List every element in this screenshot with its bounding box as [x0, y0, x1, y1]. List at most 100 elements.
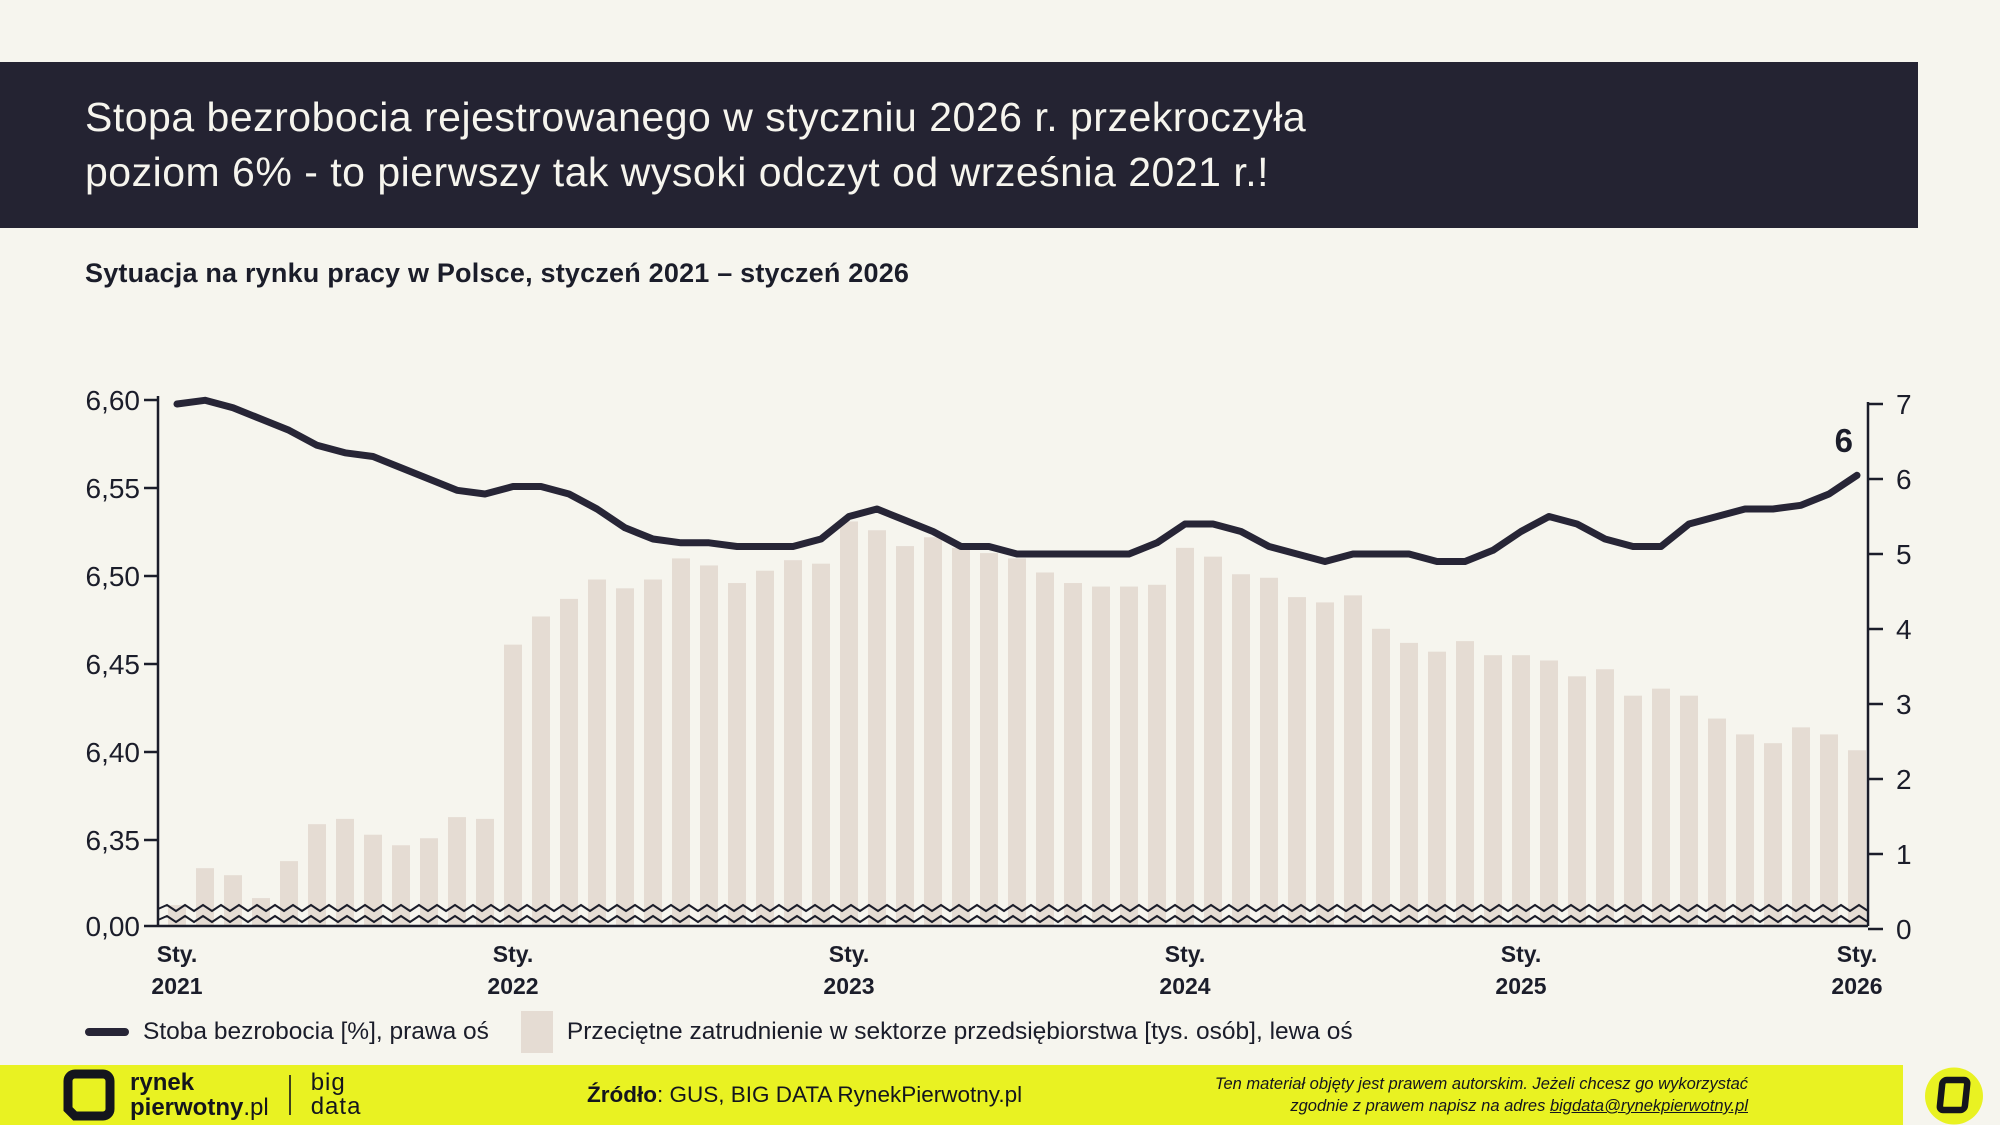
source-text: : GUS, BIG DATA RynekPierwotny.pl — [656, 1082, 1023, 1107]
employment-bar — [868, 530, 886, 926]
source-note: Źródło: GUS, BIG DATA RynekPierwotny.pl — [587, 1082, 1022, 1108]
employment-bar — [504, 644, 522, 926]
employment-bar — [1120, 586, 1138, 926]
left-axis-labels: 6,60 6,55 6,50 6,45 6,40 6,35 0,00 — [86, 385, 141, 942]
rynekpierwotny-logo-icon — [62, 1069, 115, 1122]
employment-bar — [1148, 584, 1166, 926]
employment-bar — [1204, 556, 1222, 926]
bigdata-email-link[interactable]: bigdata@rynekpierwotny.pl — [1549, 1097, 1748, 1115]
svg-text:2024: 2024 — [1159, 973, 1210, 999]
employment-bar — [1848, 750, 1866, 926]
employment-bar — [1176, 547, 1194, 926]
bar-series-swatch — [520, 1011, 553, 1053]
employment-bar — [1708, 718, 1726, 926]
employment-bar — [448, 817, 466, 926]
employment-bar — [784, 560, 802, 926]
svg-text:6,45: 6,45 — [86, 649, 141, 680]
svg-text:2026: 2026 — [1831, 973, 1882, 999]
right-axis-labels: 7 6 5 4 3 2 1 0 — [1896, 389, 1912, 945]
employment-bar — [1344, 595, 1362, 926]
employment-bar — [1764, 743, 1782, 926]
employment-bar — [1232, 574, 1250, 926]
employment-bar — [1316, 602, 1334, 926]
svg-text:3: 3 — [1896, 689, 1912, 720]
employment-bar — [1568, 676, 1586, 926]
employment-bar — [728, 583, 746, 926]
employment-bar — [1820, 734, 1838, 926]
copyright-note: Ten materiał objęty jest prawem autorski… — [1214, 1075, 1748, 1115]
employment-bar — [896, 546, 914, 926]
employment-bar — [1036, 572, 1054, 926]
employment-bar — [840, 521, 858, 926]
employment-bar — [980, 553, 998, 926]
svg-text:Sty.: Sty. — [157, 941, 197, 967]
employment-bar — [1372, 628, 1390, 926]
rynekpierwotny-round-mark — [1925, 1067, 1983, 1125]
brand-lockup: rynek pierwotny.pl big data — [62, 1068, 361, 1122]
employment-bar — [1736, 734, 1754, 926]
employment-bar — [588, 579, 606, 926]
employment-bar — [1400, 642, 1418, 926]
employment-bar — [1260, 577, 1278, 926]
svg-text:6,35: 6,35 — [86, 825, 141, 856]
legend: Stoba bezrobocia [%], prawa oś Przeciętn… — [85, 1008, 1353, 1056]
line-series-swatch — [85, 1028, 129, 1036]
headline-line-2: poziom 6% - to pierwszy tak wysoki odczy… — [85, 149, 1270, 195]
employment-bar — [1008, 558, 1026, 926]
employment-bar — [308, 824, 326, 926]
svg-text:1: 1 — [1896, 839, 1912, 870]
axes — [144, 396, 1883, 931]
employment-bar — [1456, 641, 1474, 926]
unemployment-line — [173, 396, 1861, 565]
employment-bar — [1540, 660, 1558, 926]
brand-suffix-pl: .pl — [243, 1094, 269, 1121]
employment-bar — [1064, 583, 1082, 926]
svg-text:2023: 2023 — [823, 973, 874, 999]
bar-series-label: Przeciętne zatrudnienie w sektorze przed… — [566, 1018, 1353, 1045]
brand-name: rynek pierwotny.pl — [130, 1070, 269, 1120]
employment-bar — [1288, 597, 1306, 926]
employment-bar — [1092, 586, 1110, 926]
svg-text:6,50: 6,50 — [86, 561, 141, 592]
svg-text:0,00: 0,00 — [86, 911, 141, 942]
svg-text:6,55: 6,55 — [86, 473, 141, 504]
employment-bar — [1624, 695, 1642, 926]
employment-bar — [560, 598, 578, 926]
svg-text:2021: 2021 — [151, 973, 202, 999]
svg-text:2: 2 — [1896, 764, 1912, 795]
employment-bar — [196, 868, 214, 926]
employment-bar — [1596, 669, 1614, 926]
bigdata-wordmark: big data — [310, 1069, 362, 1120]
employment-bar — [1484, 655, 1502, 926]
employment-bar — [392, 845, 410, 926]
axis-break-squiggle — [157, 903, 1869, 913]
employment-bar — [700, 565, 718, 926]
svg-text:2025: 2025 — [1495, 973, 1546, 999]
employment-bar — [644, 579, 662, 926]
brand-word-rynek: rynek — [130, 1069, 195, 1096]
employment-bar — [280, 861, 298, 926]
employment-bar — [1792, 727, 1810, 926]
employment-bar — [364, 834, 382, 926]
chart-subtitle: Sytuacja na rynku pracy w Polsce, stycze… — [85, 258, 910, 288]
employment-bar — [420, 838, 438, 926]
employment-bar — [812, 563, 830, 926]
svg-text:7: 7 — [1896, 389, 1912, 420]
employment-bar — [1652, 688, 1670, 926]
svg-text:6,40: 6,40 — [86, 737, 141, 768]
svg-text:6: 6 — [1896, 464, 1912, 495]
x-axis-labels: Sty. 2021 Sty. 2022 Sty. 2023 Sty. 2024 Sty. 2025… — [151, 941, 1882, 999]
employment-bars — [168, 521, 1866, 926]
line-end-value-label: 6 — [1835, 422, 1853, 459]
brand-divider — [288, 1075, 291, 1115]
employment-bar — [1512, 655, 1530, 926]
employment-bar — [616, 588, 634, 926]
source-label: Źródło — [587, 1082, 657, 1107]
svg-text:Sty.: Sty. — [1837, 941, 1877, 967]
svg-text:2022: 2022 — [487, 973, 538, 999]
footer-bar: rynek pierwotny.pl big data Źródło: GUS,… — [0, 1065, 1903, 1125]
svg-text:6,60: 6,60 — [86, 385, 141, 416]
employment-bar — [476, 818, 494, 926]
headline-line-1: Stopa bezrobocia rejestrowanego w styczn… — [85, 94, 1307, 140]
